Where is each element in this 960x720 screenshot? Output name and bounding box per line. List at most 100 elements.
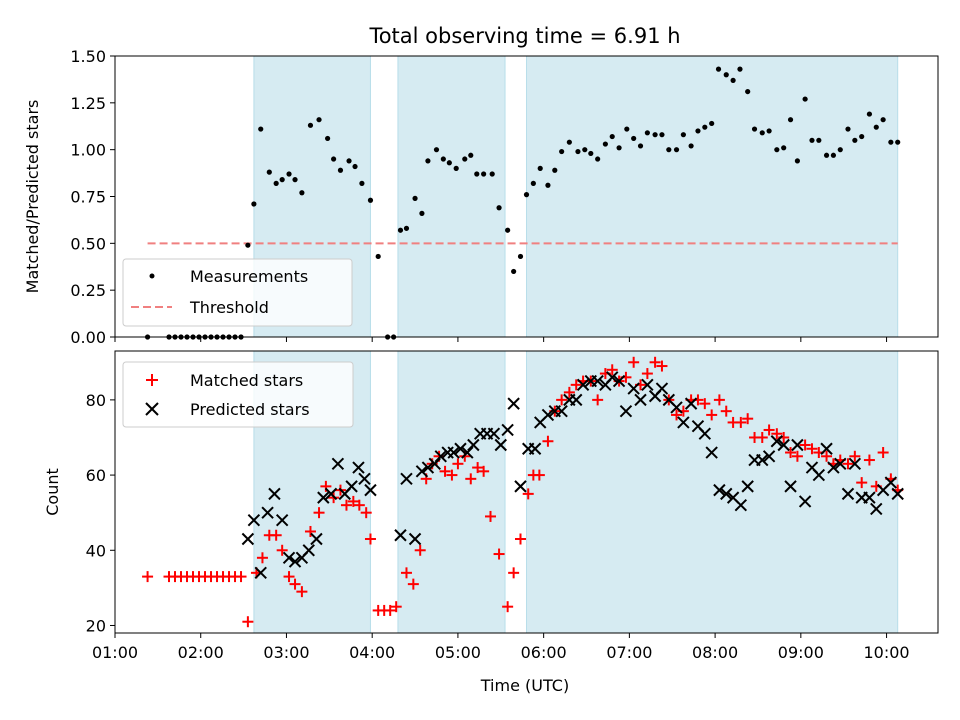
predicted-star-point (345, 480, 358, 493)
measurement-point (745, 88, 751, 95)
predicted-star-point (606, 371, 619, 384)
matched-star-point (407, 578, 419, 590)
predicted-star-point (591, 374, 604, 388)
predicted-star-point (507, 397, 520, 410)
measurement-point (644, 130, 650, 136)
predicted-star-point (288, 555, 302, 568)
matched-star-point (842, 458, 854, 470)
matched-star-point (484, 510, 496, 522)
measurement-point (730, 77, 736, 83)
matched-star-point (742, 413, 754, 425)
predicted-star-point (310, 532, 323, 546)
matched-star-point (414, 544, 426, 556)
measurement-point (794, 158, 801, 164)
matched-star-point (756, 431, 768, 443)
measurement-point (245, 242, 251, 248)
bottom-y-axis-label: Count (43, 468, 62, 516)
matched-star-point (649, 356, 661, 368)
predicted-star-point (741, 480, 754, 493)
measurement-point (602, 141, 608, 147)
measurement-point (468, 152, 474, 158)
measurement-point (266, 169, 272, 175)
predicted-star-point (834, 457, 847, 471)
predicted-star-point (770, 435, 784, 448)
matched-star-point (522, 488, 534, 500)
matched-star-point (856, 477, 868, 489)
measurement-point (331, 156, 337, 162)
measurement-point (759, 130, 765, 136)
predicted-star-point (434, 450, 447, 463)
matched-star-point (763, 424, 775, 436)
bottom-x-tick-label: 01:00 (92, 643, 138, 662)
top-axes-frame (114, 55, 939, 338)
measurement-points (144, 66, 901, 340)
predicted-star-point (275, 513, 289, 527)
predicted-star-point (408, 532, 422, 546)
measurement-point (412, 195, 418, 201)
measurement-point (673, 147, 680, 153)
predicted-star-point (570, 393, 583, 407)
predicted-star-point (494, 438, 507, 452)
matched-star-point (390, 601, 402, 613)
legend-measurements-marker (149, 273, 155, 279)
legend-matched-marker (146, 374, 158, 386)
measurement-point (552, 167, 558, 173)
matched-star-point (735, 416, 747, 428)
matched-star-point (465, 473, 477, 485)
measurement-point (299, 190, 305, 196)
matched-star-point (671, 409, 683, 421)
predicted-star-point (762, 450, 776, 463)
predicted-star-point (268, 487, 281, 501)
bottom-axes-frame (114, 350, 939, 634)
matched-star-point (353, 499, 365, 511)
predicted-star-point (827, 461, 840, 474)
bottom-x-tick-label: 10:00 (864, 643, 910, 662)
legend-measurements-label: Measurements (190, 267, 308, 286)
measurement-point (517, 253, 524, 260)
predicted-star-point (364, 483, 377, 497)
matched-star-point (472, 462, 484, 474)
legend-matched-label: Matched stars (190, 371, 303, 390)
measurement-point (737, 66, 743, 72)
predicted-points (241, 371, 904, 580)
measurement-point (453, 165, 459, 171)
predicted-star-point (627, 382, 640, 395)
matched-star-point (628, 356, 640, 368)
predicted-star-point (467, 438, 480, 452)
measurement-point (695, 128, 701, 134)
matched-star-point (806, 443, 818, 455)
predicted-star-point (734, 498, 748, 512)
matched-star-point (400, 567, 412, 579)
measurement-point (359, 180, 365, 186)
predicted-star-point (891, 487, 904, 501)
predicted-star-point (528, 442, 542, 455)
measurement-point (530, 180, 536, 186)
predicted-star-point (798, 495, 812, 508)
measurement-point (809, 137, 815, 143)
matched-star-point (514, 533, 526, 545)
predicted-star-point (655, 382, 669, 395)
matched-star-point (364, 533, 376, 545)
measurement-point (481, 171, 487, 177)
measurement-point (474, 171, 480, 177)
measurement-point (880, 117, 886, 123)
measurement-point (279, 177, 285, 183)
predicted-star-point (487, 427, 501, 440)
matched-star-point (785, 447, 797, 459)
matched-star-point (242, 616, 254, 628)
matched-star-point (502, 601, 514, 613)
predicted-star-point (784, 480, 797, 493)
matched-star-point (276, 544, 288, 556)
measurement-point (582, 147, 588, 153)
measurement-point (307, 122, 314, 128)
top-y-tick-label: 1.00 (70, 141, 106, 160)
predicted-star-point (358, 472, 371, 486)
bottom-y-tick-label: 60 (86, 466, 106, 485)
predicted-star-point (812, 468, 826, 482)
matched-star-point (289, 578, 301, 590)
bottom-x-tick-label: 07:00 (606, 643, 652, 662)
predicted-star-point (791, 438, 804, 452)
measurement-point (816, 137, 822, 143)
predicted-star-point (282, 551, 296, 565)
measurement-point (425, 158, 431, 164)
